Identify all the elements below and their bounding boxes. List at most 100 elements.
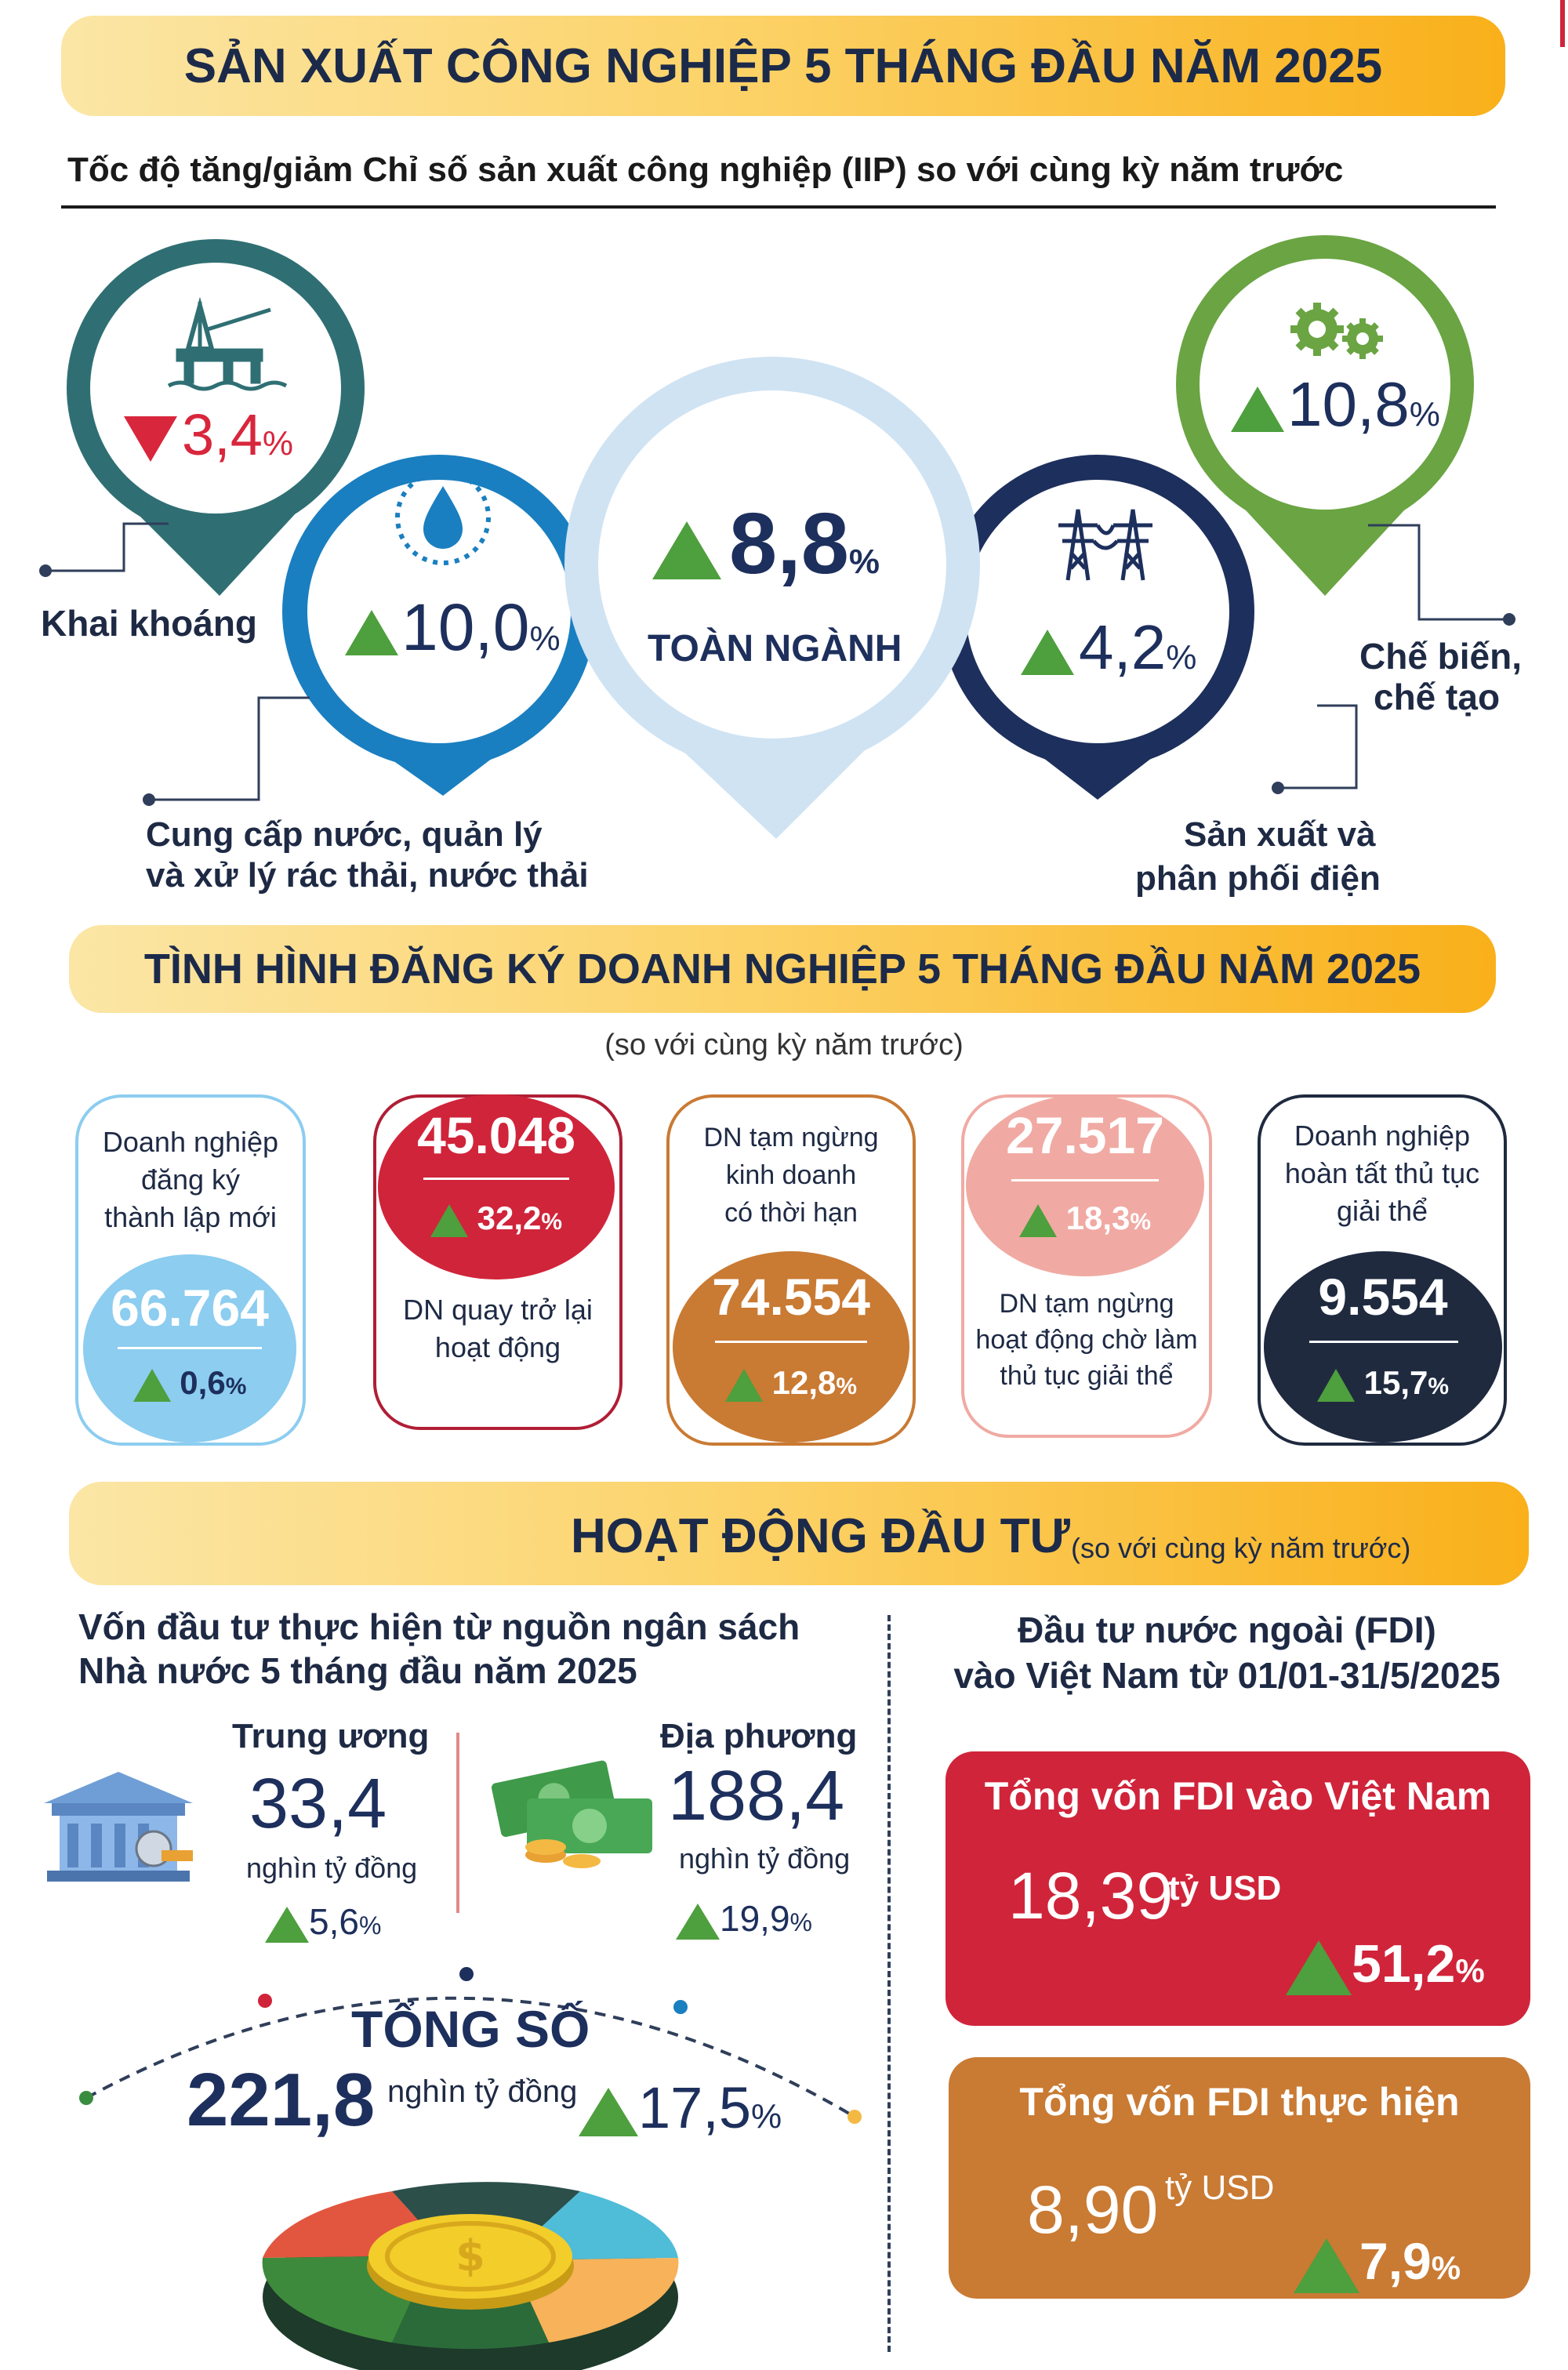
up-triangle-icon [579, 2088, 638, 2137]
svg-text:$: $ [456, 2231, 485, 2281]
enterprise-dissolved-circle [1264, 1251, 1502, 1443]
up-triangle-icon [132, 1368, 171, 1402]
up-triangle-icon [1018, 1203, 1057, 1237]
enterprise-awaiting-label-1: DN tạm ngừng [999, 1289, 1174, 1319]
down-triangle-icon [124, 416, 177, 463]
manufacturing-label-2: chế tạo [1374, 677, 1501, 717]
total-value: 8,8% [652, 494, 880, 593]
fdi-registered-box [946, 1751, 1530, 2026]
manufacturing-value: 10,8% [1231, 368, 1440, 441]
enterprise-awaiting-label-3: thủ tục giải thể [1000, 1361, 1174, 1391]
water-value: 10,0% [345, 590, 561, 666]
pin-manufacturing [1176, 235, 1474, 596]
pin-water [282, 455, 596, 796]
enterprise-dissolved-label-2: hoàn tất thủ tục [1284, 1157, 1480, 1189]
up-triangle-icon [430, 1203, 468, 1237]
total-unit-budget: nghìn tỷ đồng [387, 2074, 578, 2109]
pin-power [941, 455, 1254, 800]
power-tower-icon [1058, 509, 1152, 581]
divider [715, 1341, 867, 1343]
enterprise-return-label-2: hoạt động [434, 1331, 561, 1363]
enterprise-awaiting-label-2: hoạt động chờ làm [975, 1325, 1198, 1355]
fdi-registered-change: 51,2% [1286, 1933, 1485, 1996]
enterprise-suspended-label-3: có thời hạn [724, 1198, 858, 1228]
total-arc-graphic: $ [79, 1967, 862, 2370]
up-triangle-icon [1316, 1368, 1355, 1402]
enterprise-return-circle [378, 1094, 615, 1279]
pin-total [564, 357, 980, 839]
fdi-heading-1: Đầu tư nước ngoài (FDI) [1018, 1610, 1436, 1650]
section-dashed-divider [887, 1615, 891, 2352]
power-label-1: Sản xuất và [1184, 815, 1376, 854]
divider [423, 1178, 569, 1180]
connector-lines [45, 522, 1509, 801]
section-banner-enterprises: TÌNH HÌNH ĐĂNG KÝ DOANH NGHIỆP 5 THÁNG Đ… [69, 925, 1496, 1013]
section-note-investment: (so với cùng kỳ năm trước) [1071, 1532, 1411, 1564]
divider [1011, 1179, 1159, 1181]
enterprise-dissolved-value: 9.554 [1318, 1268, 1448, 1326]
money-icon [491, 1760, 652, 1868]
fdi-disbursed-value: 8,90 [1027, 2172, 1159, 2248]
divider [118, 1347, 262, 1349]
enterprise-awaiting-change: 18,3% [966, 1200, 1204, 1237]
section-title-industry: SẢN XUẤT CÔNG NGHIỆP 5 THÁNG ĐẦU NĂM 202… [183, 38, 1383, 93]
up-triangle-icon [265, 1906, 309, 1943]
up-triangle-icon [1294, 2238, 1359, 2293]
section-title-investment: HOẠT ĐỘNG ĐẦU TƯ [571, 1509, 1070, 1563]
enterprise-new-change: 0,6% [83, 1364, 296, 1402]
local-change: 19,9% [676, 1897, 812, 1940]
up-triangle-icon [652, 521, 721, 579]
budget-heading-1: Vốn đầu tư thực hiện từ nguồn ngân sách [78, 1606, 800, 1647]
power-label-2: phân phối điện [1135, 859, 1381, 898]
coin-donut-chart: $ [262, 2182, 679, 2370]
enterprise-awaiting-value: 27.517 [1006, 1106, 1164, 1164]
enterprise-awaiting-circle [966, 1094, 1204, 1276]
central-value: 33,4 [249, 1765, 387, 1843]
budget-divider [456, 1733, 459, 1913]
enterprise-dissolved-label-1: Doanh nghiệp [1294, 1120, 1471, 1152]
enterprise-return-change: 32,2% [378, 1200, 615, 1237]
local-value: 188,4 [668, 1757, 845, 1835]
up-triangle-icon [676, 1903, 720, 1940]
up-triangle-icon [1231, 386, 1284, 432]
gears-icon [1290, 303, 1383, 359]
iip-pins-graphic [39, 235, 1515, 839]
budget-heading-2: Nhà nước 5 tháng đầu năm 2025 [78, 1650, 637, 1691]
enterprise-dissolved-label-3: giải thể [1336, 1195, 1428, 1227]
central-unit: nghìn tỷ đồng [246, 1852, 418, 1884]
total-change-budget: 17,5% [579, 2074, 782, 2141]
enterprise-new-label-1: Doanh nghiệp [102, 1126, 279, 1158]
local-unit: nghìn tỷ đồng [679, 1842, 851, 1875]
up-triangle-icon [724, 1368, 763, 1402]
fdi-disbursed-change: 7,9% [1294, 2231, 1461, 2293]
manufacturing-label-1: Chế biến, [1359, 636, 1523, 677]
fdi-disbursed-label: Tổng vốn FDI thực hiện [1019, 2080, 1460, 2124]
enterprise-dissolved-change: 15,7% [1264, 1364, 1502, 1402]
total-label: TOÀN NGÀNH [648, 628, 902, 670]
enterprise-suspended-label-1: DN tạm ngừng [703, 1123, 879, 1152]
oil-rig-icon [167, 296, 288, 391]
enterprise-new-value: 66.764 [111, 1279, 269, 1337]
fdi-registered-value: 18,39 [1008, 1859, 1174, 1933]
up-triangle-icon [1021, 629, 1074, 675]
enterprise-return-label-1: DN quay trở lại [403, 1294, 593, 1326]
edge-decoration [1560, 0, 1565, 47]
mining-value: 3,4% [124, 401, 293, 468]
water-label-1: Cung cấp nước, quản lý [146, 815, 543, 854]
section-banner-investment: HOẠT ĐỘNG ĐẦU TƯ (so với cùng kỳ năm trư… [69, 1482, 1529, 1585]
fdi-disbursed-unit: tỷ USD [1165, 2169, 1275, 2207]
bank-icon [44, 1772, 193, 1882]
power-value: 4,2% [1021, 612, 1196, 684]
enterprise-suspended-change: 12,8% [673, 1364, 909, 1402]
enterprise-return-value: 45.048 [417, 1106, 575, 1164]
section-title-enterprises: TÌNH HÌNH ĐĂNG KÝ DOANH NGHIỆP 5 THÁNG Đ… [143, 945, 1421, 993]
water-drop-icon [395, 470, 491, 565]
enterprise-suspended-circle [673, 1251, 909, 1443]
central-change: 5,6% [265, 1900, 381, 1943]
water-label-2: và xử lý rác thải, nước thải [146, 856, 589, 895]
enterprise-suspended-label-2: kinh doanh [725, 1160, 857, 1190]
fdi-disbursed-box [949, 2057, 1530, 2299]
enterprise-note: (so với cùng kỳ năm trước) [604, 1029, 964, 1062]
enterprise-new-label-2: đăng ký [140, 1163, 241, 1196]
fdi-heading-2: vào Việt Nam từ 01/01-31/5/2025 [953, 1655, 1501, 1696]
